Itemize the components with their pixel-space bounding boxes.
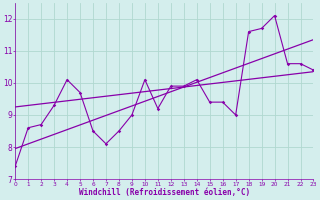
X-axis label: Windchill (Refroidissement éolien,°C): Windchill (Refroidissement éolien,°C) <box>79 188 250 197</box>
